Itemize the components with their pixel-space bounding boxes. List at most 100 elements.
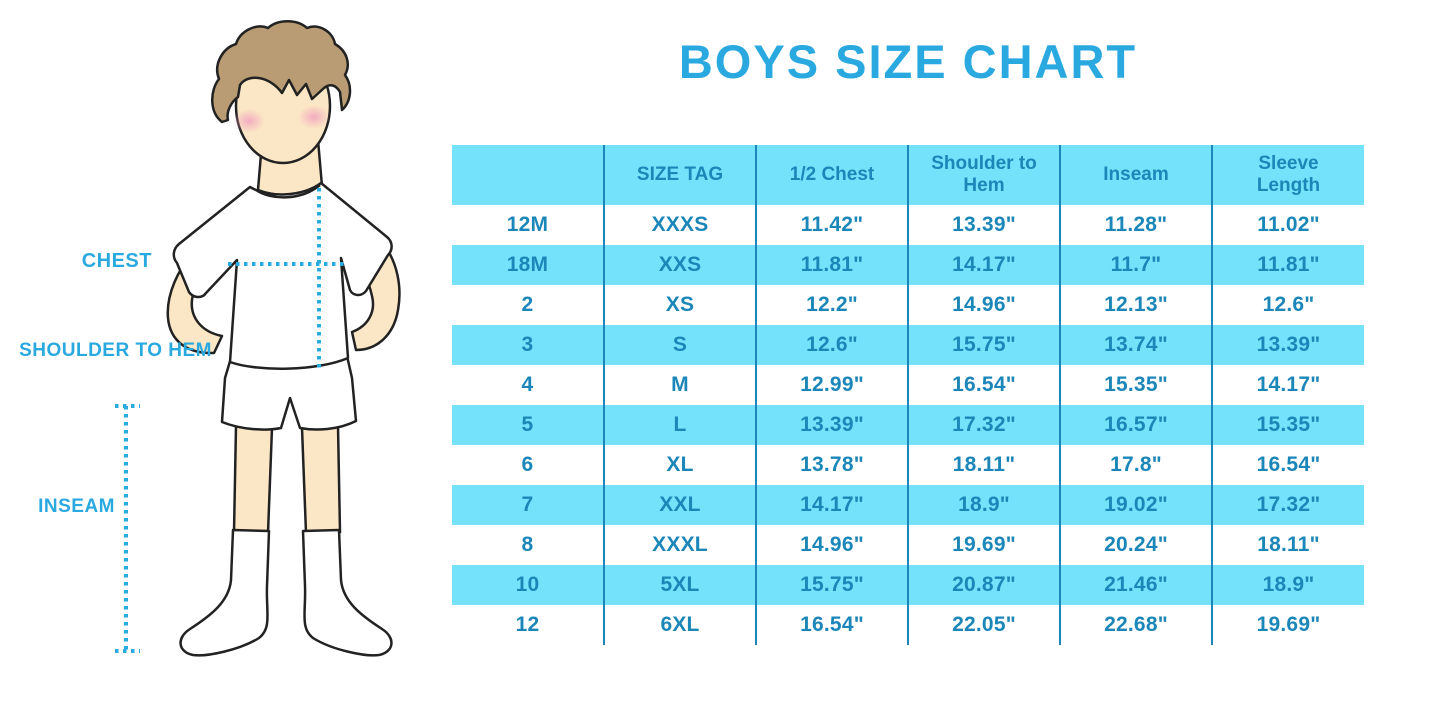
right-leg xyxy=(300,424,342,535)
table-row: 12M XXXS 11.42" 13.39" 11.28" 11.02" xyxy=(452,205,1364,245)
hair xyxy=(211,20,352,124)
half-chest-cell: 13.39" xyxy=(755,405,908,445)
shoulder-to-hem-cell: 22.05" xyxy=(907,605,1060,645)
inseam-cell: 19.02" xyxy=(1059,485,1212,525)
inseam-label: INSEAM xyxy=(38,496,115,517)
half-chest-cell: 12.2" xyxy=(755,285,908,325)
size-tag-cell: XS xyxy=(603,285,756,325)
inseam-cell: 15.35" xyxy=(1059,365,1212,405)
size-cell: 12M xyxy=(506,213,549,236)
table-row: 3 S 12.6" 15.75" 13.74" 13.39" xyxy=(452,325,1364,365)
inseam-cell: 22.68" xyxy=(1059,605,1212,645)
boy-figure-drawing xyxy=(115,20,401,657)
half-chest-cell: 11.81" xyxy=(755,245,908,285)
inseam-cell: 20.24" xyxy=(1059,525,1212,565)
size-tag-cell: XXXL xyxy=(603,525,756,565)
sleeve-length-cell: 13.39" xyxy=(1211,325,1364,365)
size-cell: 8 xyxy=(521,533,534,556)
shorts xyxy=(220,354,358,431)
table-row: 4 M 12.99" 16.54" 15.35" 14.17" xyxy=(452,365,1364,405)
collar-line xyxy=(255,184,321,199)
sleeve-length-cell: 18.11" xyxy=(1211,525,1364,565)
half-chest-cell: 14.17" xyxy=(755,485,908,525)
half-chest-cell: 14.96" xyxy=(755,525,908,565)
shoulder-to-hem-cell: 15.75" xyxy=(907,325,1060,365)
table-row: 2 XS 12.2" 14.96" 12.13" 12.6" xyxy=(452,285,1364,325)
shoulder-to-hem-cell: 18.9" xyxy=(907,485,1060,525)
size-cell: 3 xyxy=(521,333,534,356)
half-chest-cell: 16.54" xyxy=(755,605,908,645)
inseam-cell: 16.57" xyxy=(1059,405,1212,445)
shoulder-to-hem-cell: 18.11" xyxy=(907,445,1060,485)
column-header-size xyxy=(452,145,604,205)
inseam-cell: 12.13" xyxy=(1059,285,1212,325)
shoulder-to-hem-label: SHOULDER TO HEM xyxy=(19,340,212,361)
table-row: 5 L 13.39" 17.32" 16.57" 15.35" xyxy=(452,405,1364,445)
half-chest-cell: 12.6" xyxy=(755,325,908,365)
sleeve-length-cell: 17.32" xyxy=(1211,485,1364,525)
half-chest-cell: 11.42" xyxy=(755,205,908,245)
size-tag-cell: M xyxy=(603,365,756,405)
size-tag-cell: 5XL xyxy=(603,565,756,605)
header-row: SIZE TAG 1/2 Chest Shoulder to Hem Insea… xyxy=(452,145,1364,205)
size-cell: 10 xyxy=(515,573,540,596)
sleeve-length-cell: 11.81" xyxy=(1211,245,1364,285)
table-row: 6 XL 13.78" 18.11" 17.8" 16.54" xyxy=(452,445,1364,485)
table-row: 12 6XL 16.54" 22.05" 22.68" 19.69" xyxy=(452,605,1364,645)
table-row: 18M XXS 11.81" 14.17" 11.7" 11.81" xyxy=(452,245,1364,285)
size-cell: 4 xyxy=(521,373,534,396)
sleeve-length-cell: 16.54" xyxy=(1211,445,1364,485)
size-tag-cell: XXXS xyxy=(603,205,756,245)
column-header-size-tag: SIZE TAG xyxy=(603,145,756,205)
measurement-lines xyxy=(115,188,344,653)
column-header-sleeve-length: Sleeve Length xyxy=(1211,145,1364,205)
size-tag-cell: XXS xyxy=(603,245,756,285)
size-tag-cell: L xyxy=(603,405,756,445)
left-sock xyxy=(179,528,271,657)
right-sock xyxy=(301,528,393,657)
column-header-inseam: Inseam xyxy=(1059,145,1212,205)
table-row: 8 XXXL 14.96" 19.69" 20.24" 18.11" xyxy=(452,525,1364,565)
half-chest-cell: 15.75" xyxy=(755,565,908,605)
shoulder-to-hem-cell: 16.54" xyxy=(907,365,1060,405)
column-header-shoulder-to-hem: Shoulder to Hem xyxy=(907,145,1060,205)
sleeve-length-cell: 12.6" xyxy=(1211,285,1364,325)
socks xyxy=(179,528,393,657)
size-tag-cell: XL xyxy=(603,445,756,485)
inseam-cell: 11.28" xyxy=(1059,205,1212,245)
sleeve-length-cell: 19.69" xyxy=(1211,605,1364,645)
size-tag-cell: S xyxy=(603,325,756,365)
inseam-cell: 13.74" xyxy=(1059,325,1212,365)
table-row: 7 XXL 14.17" 18.9" 19.02" 17.32" xyxy=(452,485,1364,525)
inseam-cell: 11.7" xyxy=(1059,245,1212,285)
size-cell: 12 xyxy=(515,613,540,636)
left-leg xyxy=(232,424,274,535)
sleeve-length-cell: 11.02" xyxy=(1211,205,1364,245)
size-tag-cell: XXL xyxy=(603,485,756,525)
shoulder-to-hem-cell: 13.39" xyxy=(907,205,1060,245)
legs xyxy=(232,424,342,535)
size-cell: 7 xyxy=(521,493,534,516)
right-cheek xyxy=(298,105,330,129)
shoulder-to-hem-cell: 17.32" xyxy=(907,405,1060,445)
boy-illustration: CHEST SHOULDER TO HEM INSEAM xyxy=(0,0,450,723)
size-table: SIZE TAG 1/2 Chest Shoulder to Hem Insea… xyxy=(452,145,1364,645)
size-tag-cell: 6XL xyxy=(603,605,756,645)
page-title: BOYS SIZE CHART xyxy=(678,35,1138,88)
size-cell: 18M xyxy=(506,253,549,276)
shoulder-to-hem-cell: 14.17" xyxy=(907,245,1060,285)
size-cell: 2 xyxy=(521,293,534,316)
table-row: 10 5XL 15.75" 20.87" 21.46" 18.9" xyxy=(452,565,1364,605)
inseam-cell: 17.8" xyxy=(1059,445,1212,485)
shoulder-to-hem-cell: 19.69" xyxy=(907,525,1060,565)
shoulder-to-hem-cell: 20.87" xyxy=(907,565,1060,605)
size-cell: 6 xyxy=(521,453,534,476)
left-cheek xyxy=(233,109,265,133)
t-shirt xyxy=(172,181,393,370)
size-cell: 5 xyxy=(521,413,534,436)
sleeve-length-cell: 15.35" xyxy=(1211,405,1364,445)
half-chest-cell: 12.99" xyxy=(755,365,908,405)
shoulder-to-hem-cell: 14.96" xyxy=(907,285,1060,325)
chest-label: CHEST xyxy=(81,250,152,272)
